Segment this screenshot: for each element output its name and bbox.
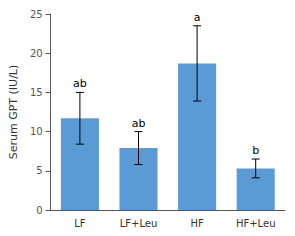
svg-text:HF: HF bbox=[190, 218, 204, 229]
svg-text:5: 5 bbox=[36, 165, 42, 176]
svg-text:ab: ab bbox=[132, 117, 146, 130]
svg-text:25: 25 bbox=[30, 9, 43, 20]
svg-text:ab: ab bbox=[73, 77, 87, 90]
svg-text:LF: LF bbox=[74, 218, 86, 229]
svg-text:10: 10 bbox=[30, 126, 43, 137]
svg-text:LF+Leu: LF+Leu bbox=[120, 218, 158, 229]
svg-text:HF+Leu: HF+Leu bbox=[236, 218, 276, 229]
svg-text:0: 0 bbox=[36, 205, 42, 216]
svg-text:Serum GPT (IU/L): Serum GPT (IU/L) bbox=[7, 65, 20, 160]
svg-text:15: 15 bbox=[30, 87, 43, 98]
svg-text:b: b bbox=[252, 144, 259, 157]
svg-text:20: 20 bbox=[30, 48, 43, 59]
svg-text:a: a bbox=[194, 11, 201, 24]
